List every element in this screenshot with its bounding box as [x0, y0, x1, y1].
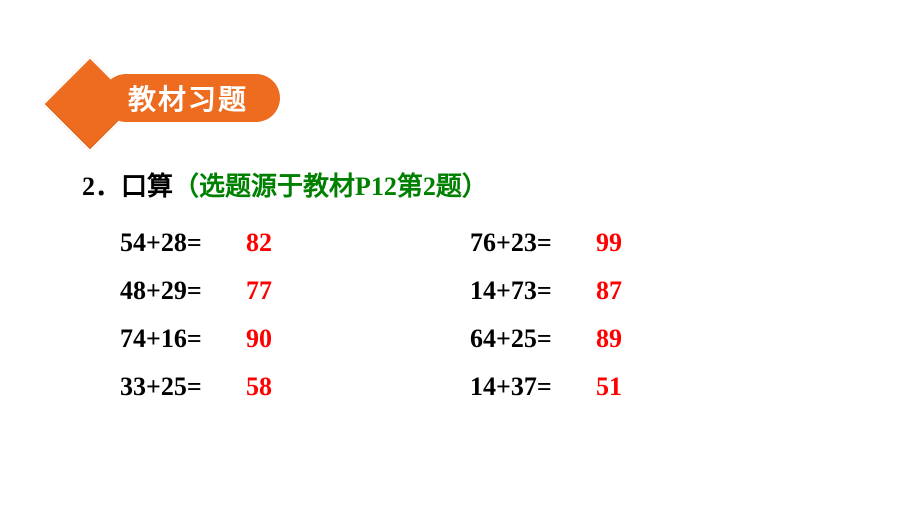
problem-cell: 14+73= 87 — [470, 276, 820, 306]
problem-cell: 54+28= 82 — [120, 228, 470, 258]
answer: 77 — [246, 276, 272, 306]
problem-cell: 33+25= 58 — [120, 372, 470, 402]
expression: 76+23= — [470, 228, 590, 258]
answer: 89 — [596, 324, 622, 354]
answer: 87 — [596, 276, 622, 306]
answer: 90 — [246, 324, 272, 354]
expression: 14+73= — [470, 276, 590, 306]
problem-cell: 14+37= 51 — [470, 372, 820, 402]
problem-cell: 74+16= 90 — [120, 324, 470, 354]
expression: 64+25= — [470, 324, 590, 354]
question-number: 2． — [82, 172, 121, 201]
problem-row: 54+28= 82 76+23= 99 — [120, 228, 820, 258]
problem-cell: 64+25= 89 — [470, 324, 820, 354]
answer: 82 — [246, 228, 272, 258]
question-title: 口算 — [121, 172, 173, 201]
question-source: （选题源于教材P12第2题） — [173, 172, 488, 201]
problem-row: 74+16= 90 64+25= 89 — [120, 324, 820, 354]
expression: 54+28= — [120, 228, 240, 258]
section-badge: 教材习题 — [48, 74, 226, 122]
answer: 58 — [246, 372, 272, 402]
answer: 51 — [596, 372, 622, 402]
problem-cell: 48+29= 77 — [120, 276, 470, 306]
expression: 48+29= — [120, 276, 240, 306]
problem-row: 48+29= 77 14+73= 87 — [120, 276, 820, 306]
expression: 33+25= — [120, 372, 240, 402]
badge-label: 教材习题 — [102, 74, 280, 122]
question-header: 2．口算（选题源于教材P12第2题） — [82, 166, 488, 203]
expression: 74+16= — [120, 324, 240, 354]
problem-grid: 54+28= 82 76+23= 99 48+29= 77 14+73= 87 … — [120, 228, 820, 420]
answer: 99 — [596, 228, 622, 258]
expression: 14+37= — [470, 372, 590, 402]
problem-cell: 76+23= 99 — [470, 228, 820, 258]
problem-row: 33+25= 58 14+37= 51 — [120, 372, 820, 402]
